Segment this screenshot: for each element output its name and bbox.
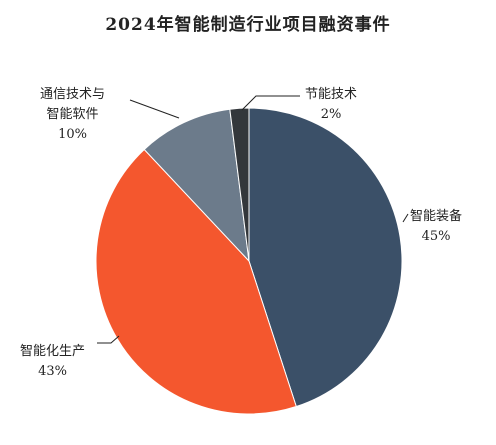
slice-name-label: 智能软件	[47, 107, 99, 122]
slice-labels: 智能装备 45% 智能化生产 43% 通信技术与智能软件 10% 节能技术 2%	[20, 87, 462, 379]
leader-lines	[97, 95, 409, 344]
slice-energy-saving	[229, 107, 250, 262]
slice-name-label: 通信技术与	[40, 87, 105, 102]
slice-name-label: 节能技术	[305, 87, 357, 102]
label-energy-saving: 节能技术 2%	[305, 87, 357, 122]
leader-line-energy-saving	[241, 95, 300, 111]
slice-name-label: 智能化生产	[20, 344, 85, 359]
slice-value-label: 2%	[321, 107, 342, 122]
leader-line-smart-equipment	[402, 213, 409, 223]
label-intelligent-production: 智能化生产 43%	[20, 344, 85, 379]
slice-comm-software	[143, 108, 250, 263]
label-comm-software: 通信技术与智能软件 10%	[40, 87, 105, 142]
slice-smart-equipment	[248, 107, 403, 408]
label-smart-equipment: 智能装备 45%	[410, 208, 462, 244]
slice-value-label: 43%	[38, 364, 67, 379]
leader-line-comm-software	[129, 99, 180, 119]
slice-value-label: 10%	[58, 127, 87, 142]
slice-name-label: 智能装备	[410, 208, 462, 224]
pie-slices	[95, 107, 403, 415]
slice-value-label: 45%	[422, 229, 451, 244]
leader-line-intelligent-production	[97, 335, 120, 344]
chart-title: 2024年智能制造行业项目融资事件	[105, 15, 391, 35]
slice-intelligent-production	[95, 148, 297, 415]
